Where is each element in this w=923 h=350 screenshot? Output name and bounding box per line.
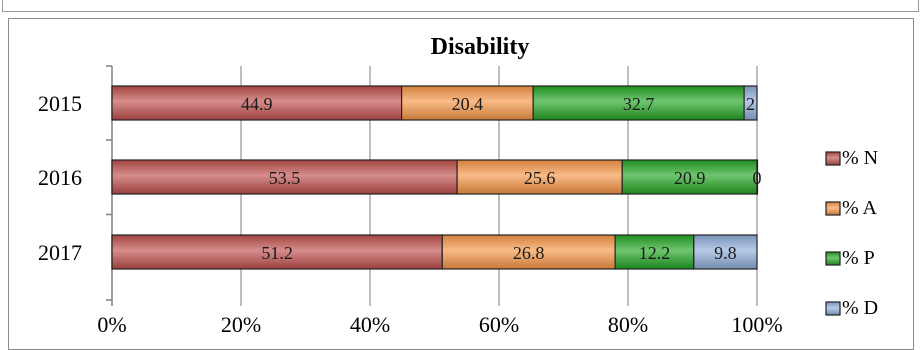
bar-segment xyxy=(401,85,534,121)
legend-label: % A xyxy=(842,197,878,219)
bar-segment xyxy=(743,85,758,121)
data-label: 26.8 xyxy=(513,243,545,263)
bar-segment xyxy=(441,234,616,270)
data-label: 20.4 xyxy=(452,94,484,114)
x-tick-label: 40% xyxy=(350,312,390,336)
data-label: 53.5 xyxy=(269,168,301,188)
legend-label: % D xyxy=(842,297,878,319)
data-label: 20.9 xyxy=(674,168,706,188)
bar-segment xyxy=(621,159,758,195)
x-tick-label: 60% xyxy=(479,312,519,336)
data-label: 2 xyxy=(746,94,755,114)
bars-group: 44.9 20.4 32.7 2 53.5 25.6 20.9 0 51.2 26.8 12.2 9.… xyxy=(111,85,762,270)
axes xyxy=(106,65,113,306)
data-label: 51.2 xyxy=(261,243,293,263)
data-label: 44.9 xyxy=(241,94,273,114)
legend-label: % N xyxy=(842,147,878,169)
x-tick-label: 20% xyxy=(221,312,261,336)
category-label: 2015 xyxy=(38,91,82,116)
top-panel-frame xyxy=(2,0,919,12)
category-labels: 2015 2016 2017 xyxy=(38,91,82,265)
bar-segment xyxy=(614,234,695,270)
x-tick-label: 100% xyxy=(731,312,782,336)
category-label: 2016 xyxy=(38,165,82,190)
data-label: 12.2 xyxy=(639,243,671,263)
data-label: 9.8 xyxy=(714,243,737,263)
legend-swatch xyxy=(825,301,841,316)
bar-segment xyxy=(111,159,458,195)
data-label: 25.6 xyxy=(524,168,556,188)
legend-swatch xyxy=(825,151,841,166)
data-label: 0 xyxy=(753,168,762,188)
legend-label: % P xyxy=(842,247,875,269)
legend-swatch xyxy=(825,251,841,266)
bar-segment xyxy=(456,159,623,195)
data-label: 32.7 xyxy=(623,94,655,114)
legend: % N % A % P % D xyxy=(825,147,878,319)
legend-swatch xyxy=(825,201,841,216)
x-tick-label: 80% xyxy=(608,312,648,336)
bar-segment xyxy=(756,159,759,195)
x-tick-labels: 0% 20% 40% 60% 80% 100% xyxy=(97,312,782,336)
chart-svg: Disability 44.9 20.4 32.7 2 53.5 25.6 20.9 0 51.… xyxy=(38,34,878,336)
bar-segment xyxy=(693,234,758,270)
category-label: 2017 xyxy=(38,240,82,265)
x-tick-label: 0% xyxy=(97,312,126,336)
chart-title: Disability xyxy=(431,34,530,60)
